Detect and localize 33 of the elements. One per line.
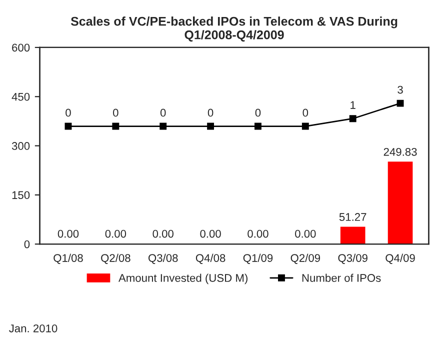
y-tick-label: 450 xyxy=(12,92,30,101)
x-tick-label: Q1/08 xyxy=(54,254,83,264)
x-tick-label: Q1/09 xyxy=(243,254,273,264)
data-label: 0.00 xyxy=(200,230,221,238)
data-label: 0 xyxy=(160,108,166,117)
data-label: 3 xyxy=(398,86,403,94)
data-label: 0 xyxy=(66,108,71,117)
text: Jan. 2010 xyxy=(9,324,58,332)
x-tick-label: Q4/08 xyxy=(196,254,226,264)
x-tick-label: Q3/09 xyxy=(338,254,368,264)
data-label: 1 xyxy=(350,101,356,109)
x-tick-label: Q3/08 xyxy=(148,254,178,264)
data-label: 0 xyxy=(302,108,308,117)
data-label: 51.27 xyxy=(339,213,366,221)
chart-title: Scales of VC/PE-backed IPOs in Telecom & VAS During Q1/2008-Q4/2009 xyxy=(70,16,398,42)
y-tick-label: 150 xyxy=(12,191,30,200)
data-label: 0 xyxy=(208,108,214,117)
data-label: 0.00 xyxy=(152,230,174,238)
legend-label: Amount Invested (USD M) xyxy=(118,274,248,284)
data-label: 0.00 xyxy=(58,230,79,238)
y-tick-label: 600 xyxy=(12,44,30,52)
data-label: 0 xyxy=(255,108,261,117)
x-tick-label: Q2/09 xyxy=(290,254,320,264)
data-label: 0.00 xyxy=(105,230,126,238)
data-label: 0.00 xyxy=(295,230,316,238)
x-tick-label: Q4/09 xyxy=(386,254,415,264)
x-tick-label: Q2/08 xyxy=(101,254,130,264)
legend-label: Number of IPOs xyxy=(302,274,381,282)
y-tick-label: 0 xyxy=(24,240,30,248)
data-label: 249.83 xyxy=(384,148,417,156)
data-label: 0.00 xyxy=(248,230,268,238)
data-label: 0 xyxy=(113,108,118,117)
y-tick-label: 300 xyxy=(12,142,30,150)
